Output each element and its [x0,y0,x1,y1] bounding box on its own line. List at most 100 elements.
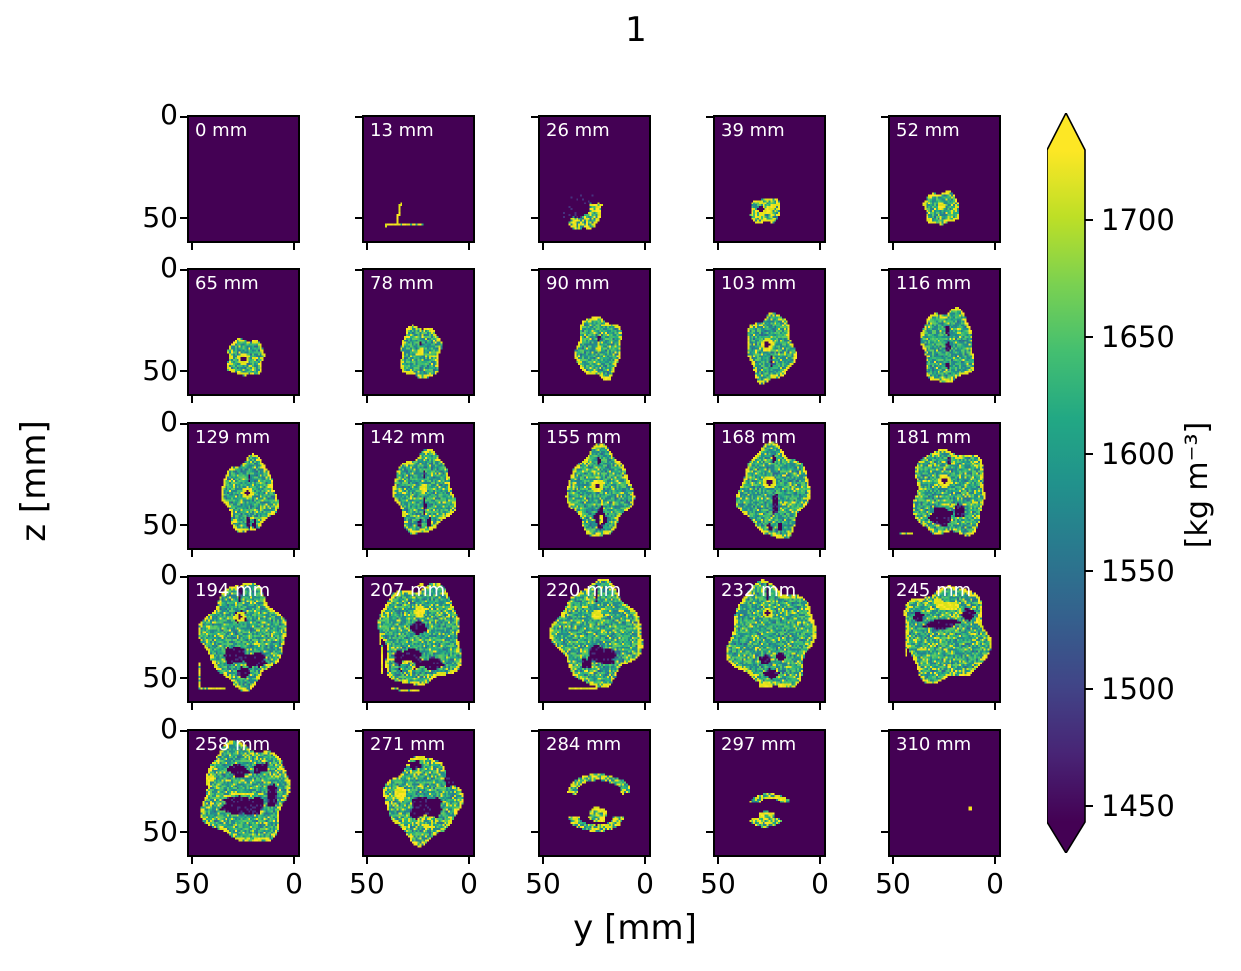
slice-position-label: 90 mm [546,273,610,294]
axis-tick [180,370,187,372]
axis-tick [542,703,544,710]
axis-tick [366,396,368,403]
axis-tick [706,423,713,425]
slice-heatmap [540,117,649,241]
axis-tick [293,243,295,250]
slice-position-label: 168 mm [721,427,797,448]
slice-heatmap [715,270,824,394]
axis-tick [468,857,470,864]
slice-position-label: 207 mm [370,580,446,601]
slice-heatmap [189,117,298,241]
slice-heatmap [715,577,824,701]
colorbar-tick-label: 1700 [1101,203,1175,238]
axis-tick [180,116,187,118]
axis-tick [819,396,821,403]
y-axis-tick-label: 0 [160,98,178,131]
slice-heatmap [189,270,298,394]
axis-tick [355,831,362,833]
x-axis-tick-label: 0 [636,867,654,900]
colorbar-tick-label: 1500 [1101,671,1175,706]
slice-panel: 207 mm [355,575,475,710]
y-axis-label: z [mm] [14,420,54,542]
axis-tick [531,217,538,219]
axis-tick [706,370,713,372]
x-axis-label: y [mm] [573,908,697,948]
x-axis-tick-label: 50 [174,867,210,900]
y-axis-tick-label: 0 [160,251,178,284]
axis-tick [531,116,538,118]
slice-panel: 271 mm [355,729,475,864]
slice-position-label: 310 mm [896,734,972,755]
axis-tick [293,857,295,864]
axis-tick [531,831,538,833]
axis-tick [892,550,894,557]
axis-tick [366,550,368,557]
slice-heatmap [364,270,473,394]
axis-tick [366,243,368,250]
axis-tick [892,857,894,864]
axis-tick [293,550,295,557]
slice-position-label: 245 mm [896,580,972,601]
slice-panel: 13 mm [355,115,475,250]
colorbar-tick [1085,570,1093,573]
axis-tick [293,703,295,710]
slice-panel: 181 mm [881,422,1001,557]
axis-tick [542,550,544,557]
colorbar-tick-label: 1550 [1101,554,1175,589]
axis-tick [994,396,996,403]
axis-tick [531,524,538,526]
y-axis-tick-label: 50 [142,354,178,387]
colorbar-tick [1085,804,1093,807]
slice-panel: 0 mm [180,115,300,250]
axis-tick [819,857,821,864]
axis-tick [881,116,888,118]
axis-tick [191,243,193,250]
axis-tick [994,703,996,710]
axis-tick [468,396,470,403]
slice-heatmap [189,424,298,548]
slice-panel: 258 mm [180,729,300,864]
slice-panel: 168 mm [706,422,826,557]
axis-tick [191,396,193,403]
slice-heatmap [540,424,649,548]
axis-tick [191,703,193,710]
axis-tick [881,370,888,372]
slice-panel: 78 mm [355,268,475,403]
axis-tick [644,243,646,250]
slice-heatmap [364,117,473,241]
slice-heatmap [890,577,999,701]
axis-tick [819,243,821,250]
slice-position-label: 258 mm [195,734,271,755]
axis-tick [355,423,362,425]
axis-tick [366,703,368,710]
figure-title: 1 [625,10,647,50]
axis-tick [881,831,888,833]
slice-position-label: 65 mm [195,273,259,294]
axis-tick [717,550,719,557]
axis-tick [994,857,996,864]
slice-heatmap [715,731,824,855]
slice-panel: 245 mm [881,575,1001,710]
slice-panel: 65 mm [180,268,300,403]
axis-tick [355,269,362,271]
axis-tick [644,703,646,710]
slice-position-label: 78 mm [370,273,434,294]
slice-panel: 310 mm [881,729,1001,864]
slice-panel: 52 mm [881,115,1001,250]
axis-tick [531,730,538,732]
x-axis-tick-label: 0 [460,867,478,900]
slice-position-label: 142 mm [370,427,446,448]
slice-position-label: 284 mm [546,734,622,755]
slice-position-label: 297 mm [721,734,797,755]
slice-heatmap [890,424,999,548]
x-axis-tick-label: 0 [811,867,829,900]
slice-position-label: 129 mm [195,427,271,448]
axis-tick [180,524,187,526]
y-axis-tick-label: 0 [160,712,178,745]
axis-tick [468,703,470,710]
axis-tick [644,550,646,557]
axis-tick [355,730,362,732]
colorbar-tick-label: 1600 [1101,437,1175,472]
axis-tick [468,243,470,250]
x-axis-tick-label: 0 [986,867,1004,900]
